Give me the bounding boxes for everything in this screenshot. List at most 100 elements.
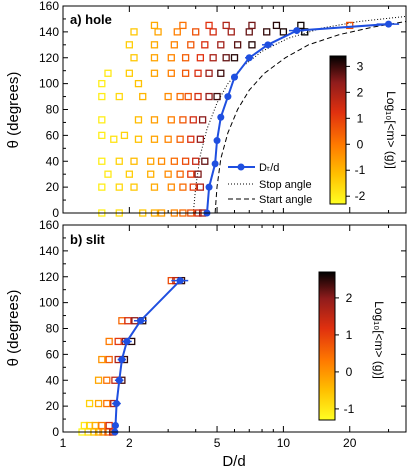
x-tick-label: 2	[126, 436, 133, 450]
panel-b-critical-diameter-series	[111, 277, 189, 436]
y-tick-label: 140	[39, 25, 59, 39]
panel-a-colorbar-gradient	[329, 55, 347, 205]
panel-a-angle-lines	[192, 15, 407, 214]
mass-data-point	[125, 170, 133, 178]
critical-diameter-point	[211, 160, 219, 168]
mass-data-point	[248, 21, 256, 30]
y-tick-label: 20	[46, 399, 60, 413]
mass-data-point	[222, 54, 230, 62]
legend-stop-label: Stop angle	[259, 179, 312, 191]
colorbar-tick-label: 0	[357, 137, 364, 151]
legend-dc-marker	[237, 163, 245, 171]
critical-diameter-point	[231, 73, 238, 81]
y-tick-label: 100	[39, 296, 59, 310]
mass-data-point	[114, 337, 122, 346]
mass-data-point	[205, 21, 213, 30]
mass-data-point	[150, 54, 159, 62]
mass-data-point	[130, 157, 138, 165]
y-tick-label: 60	[46, 128, 60, 142]
mass-data-point	[150, 183, 159, 191]
mass-data-point	[98, 131, 106, 140]
panel-b-data-points	[78, 276, 186, 436]
x-tick-label: 10	[277, 436, 291, 450]
panel-a-colorbar-ticks: -2 -1 0 1 2 3	[346, 59, 366, 203]
critical-diameter-point	[217, 113, 225, 121]
panel-b-y-tick-labels: 0 20 40 60 80 100 120 140 160	[39, 218, 59, 439]
colorbar-tick-label: -1	[344, 402, 355, 416]
mass-data-point	[94, 376, 103, 384]
panel-a-critical-diameter-series	[203, 20, 400, 217]
critical-diameter-point	[118, 356, 126, 364]
mass-data-point	[248, 41, 256, 49]
mass-data-point	[134, 135, 143, 143]
mass-data-point	[297, 21, 305, 30]
mass-data-point	[98, 116, 106, 124]
mass-data-point	[209, 28, 217, 36]
critical-diameter-point	[385, 20, 393, 28]
mass-data-point	[279, 28, 288, 36]
critical-diameter-point	[111, 422, 119, 430]
mass-data-point	[176, 170, 184, 178]
y-tick-label: 0	[52, 425, 59, 439]
panel-b-frame	[62, 224, 407, 433]
y-tick-label: 20	[46, 180, 60, 194]
legend-start-label: Start angle	[259, 194, 312, 206]
mass-data-point	[230, 54, 239, 62]
mass-data-point	[209, 54, 217, 62]
mass-data-point	[176, 135, 184, 143]
critical-diameter-point	[245, 54, 253, 62]
y-tick-label: 60	[46, 347, 60, 361]
mass-data-point	[85, 399, 94, 408]
mass-data-point	[346, 21, 354, 30]
mass-data-point	[105, 421, 113, 430]
critical-diameter-point	[137, 317, 145, 325]
y-tick-label: 120	[39, 270, 59, 284]
mass-data-point	[189, 116, 197, 124]
mass-data-point	[134, 79, 143, 88]
mass-data-point	[164, 170, 172, 178]
mass-data-point	[98, 421, 106, 430]
legend-dc-label: Dₜ/d	[259, 162, 279, 174]
mass-data-point	[104, 170, 112, 178]
y-tick-label: 100	[39, 77, 59, 91]
mass-data-point	[150, 21, 159, 30]
mass-data-point	[98, 355, 106, 364]
y-tick-label: 160	[39, 0, 59, 13]
mass-data-point	[164, 135, 172, 143]
mass-data-point	[98, 79, 106, 88]
mass-data-point	[164, 92, 172, 101]
y-tick-label: 40	[46, 154, 60, 168]
panel-b-colorbar: -1 0 1 2 Log₁₀[<m> (g)]	[318, 271, 386, 421]
x-tick-label: 5	[214, 436, 221, 450]
mass-data-point	[103, 399, 111, 408]
mass-data-point	[139, 92, 147, 101]
mass-data-point	[263, 28, 271, 36]
panel-b-colorbar-ticks: -1 0 1 2	[335, 291, 355, 416]
mass-data-point	[98, 92, 106, 101]
mass-data-point	[179, 21, 187, 30]
y-tick-label: 160	[39, 218, 59, 232]
critical-diameter-point	[213, 137, 221, 145]
mass-data-point	[105, 337, 113, 346]
mass-data-point	[205, 69, 213, 77]
mass-data-point	[80, 421, 89, 430]
mass-data-point	[233, 41, 242, 49]
mass-data-point	[179, 116, 187, 124]
mass-data-point	[124, 317, 132, 325]
mass-data-point	[179, 183, 187, 191]
mass-data-point	[110, 135, 118, 143]
y-tick-label: 140	[39, 244, 59, 258]
mass-data-point	[104, 69, 112, 77]
mass-data-point	[227, 28, 235, 36]
mass-data-point	[217, 41, 225, 49]
mass-data-point	[115, 183, 123, 191]
mass-data-point	[194, 92, 202, 101]
mass-data-point	[167, 183, 175, 191]
x-tick-labels: 1 2 5 10 20	[60, 436, 357, 450]
mass-data-point	[150, 41, 159, 49]
mass-data-point	[187, 170, 195, 178]
mass-data-point	[118, 317, 126, 325]
mass-data-point	[189, 183, 197, 191]
mass-data-point	[167, 116, 175, 124]
colorbar-tick-label: 3	[357, 59, 364, 73]
